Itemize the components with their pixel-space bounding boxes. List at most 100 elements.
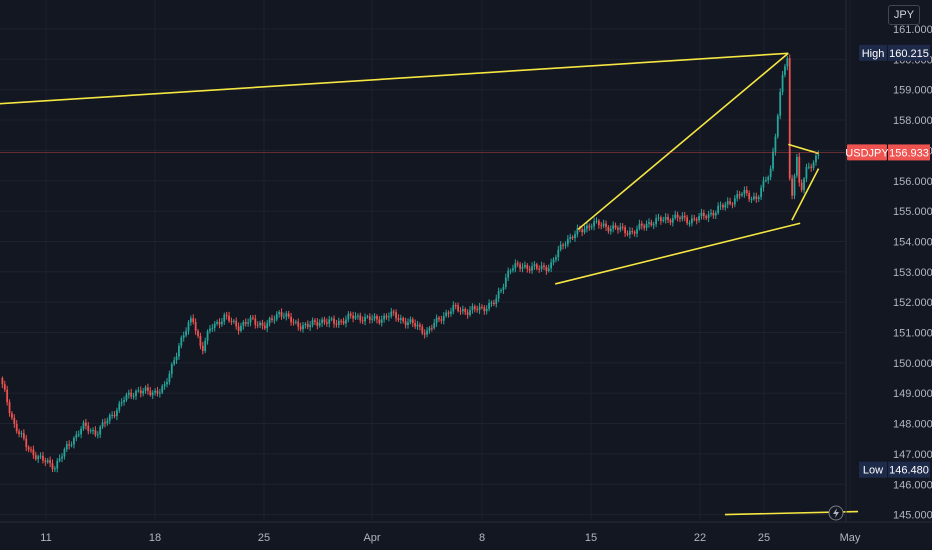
y-tick-label: 153.000 [893, 267, 932, 279]
candle-body [252, 317, 254, 319]
candle-body [333, 318, 335, 324]
x-tick-label: 25 [258, 532, 270, 544]
candle-body [812, 162, 815, 168]
price-axis[interactable]: 161.000160.000159.000158.000157.000156.0… [845, 0, 932, 522]
candle-body [8, 402, 11, 414]
candle-body [46, 460, 49, 463]
candle-body [82, 422, 85, 429]
candle-body [793, 175, 796, 196]
high-tag-label-bg [859, 44, 887, 61]
candle-body [526, 265, 529, 269]
candle-body [705, 216, 708, 219]
candle-body [450, 311, 452, 314]
candle-body [671, 218, 674, 223]
candle-body [483, 307, 486, 312]
candle-body [776, 115, 779, 137]
candle-body [805, 167, 808, 179]
candle-body [490, 302, 493, 304]
candle-body [37, 456, 40, 460]
candle-body [147, 387, 149, 391]
low-tag-value-bg [888, 461, 930, 478]
candle-body [347, 313, 350, 320]
candle-body [151, 392, 154, 396]
candle-body [719, 205, 722, 207]
candle-body [137, 390, 140, 392]
candle-body [278, 312, 281, 315]
candle-body [84, 422, 87, 426]
currency-unit-button[interactable]: JPY [888, 5, 920, 25]
candle-body [760, 187, 762, 198]
candle-body [640, 223, 643, 226]
y-tick-label: 154.000 [893, 236, 932, 248]
candle-body [438, 317, 440, 320]
candle-body [22, 433, 25, 439]
y-tick-label: 145.000 [893, 510, 932, 522]
candle-body [679, 217, 681, 219]
candle-body [633, 231, 636, 234]
candle-body [34, 455, 37, 460]
candle-body [807, 166, 810, 168]
candle-body [32, 449, 35, 456]
candle-body [523, 265, 526, 268]
candle-body [266, 323, 269, 329]
candle-body [602, 223, 605, 226]
candle-body [168, 373, 171, 383]
candle-body [710, 212, 712, 215]
candle-body [736, 194, 739, 199]
candle-body [619, 226, 622, 230]
candle-body [209, 328, 211, 332]
candle-body [514, 263, 517, 269]
candle-body [104, 422, 106, 424]
x-tick-label: 22 [694, 532, 706, 544]
candle-body [359, 315, 362, 321]
candle-body [414, 323, 417, 327]
candle-body [268, 318, 271, 324]
candle-body [724, 204, 727, 208]
candle-body [187, 322, 190, 332]
candle-body [306, 323, 309, 328]
candle-body [27, 447, 30, 450]
high-tag: High 160.215 [859, 44, 930, 61]
candle-body [127, 392, 130, 395]
candle-body [643, 225, 646, 228]
candle-body [18, 431, 20, 434]
candle-body [507, 270, 510, 278]
candle-body [555, 257, 557, 260]
candle-body [407, 322, 409, 326]
candle-body [657, 217, 660, 219]
candle-body [411, 319, 414, 324]
y-tick-label: 155.000 [893, 206, 932, 218]
candle-body [593, 221, 595, 227]
candle-body [535, 264, 538, 269]
candle-body [56, 460, 59, 469]
candle-body [612, 225, 615, 229]
candle-body [767, 176, 770, 181]
x-tick-label: 15 [585, 532, 597, 544]
candle-body [466, 312, 469, 315]
time-axis[interactable]: 11 18 25 Apr 8 15 22 25 May [0, 521, 932, 544]
candle-body [220, 321, 223, 325]
candle-body [30, 449, 32, 451]
candle-body [409, 319, 412, 323]
candle-body [44, 460, 47, 463]
candle-body [745, 189, 748, 194]
candle-body [70, 444, 73, 446]
candle-body [504, 277, 507, 287]
candle-body [292, 322, 295, 324]
lightning-bolt-icon[interactable] [828, 505, 844, 521]
candle-body [242, 322, 245, 326]
candle-body [1, 378, 4, 385]
grid-lines [0, 0, 851, 520]
x-tick-label: 8 [479, 532, 485, 544]
trendlines-layer[interactable] [0, 52, 859, 516]
candle-body [421, 326, 424, 334]
candle-body [583, 228, 586, 233]
candle-body [614, 225, 617, 228]
candle-body [516, 263, 519, 265]
candle-body [803, 178, 805, 190]
candle-body [378, 319, 381, 323]
y-tick-label: 152.000 [893, 297, 932, 309]
candle-body [285, 313, 288, 317]
candle-body [63, 449, 66, 457]
